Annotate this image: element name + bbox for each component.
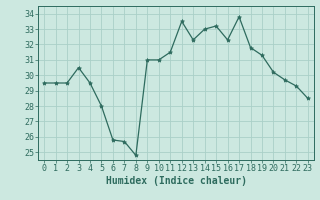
X-axis label: Humidex (Indice chaleur): Humidex (Indice chaleur)	[106, 176, 246, 186]
